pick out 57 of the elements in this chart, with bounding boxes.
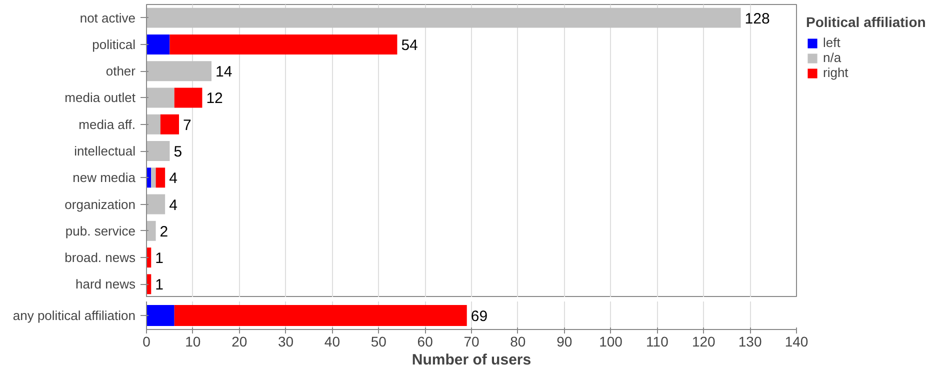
y-tick-label: intellectual (74, 144, 136, 158)
legend-label: left (823, 35, 842, 50)
x-axis-title: Number of users (412, 352, 532, 368)
y-tick-label: media aff. (78, 116, 136, 132)
y-tick-label: pub. service (65, 223, 136, 238)
x-tick-label: 10 (185, 334, 201, 350)
bar (146, 194, 166, 214)
x-tick-label: 140 (784, 334, 808, 350)
x-tick-label: 40 (324, 334, 340, 350)
x-tick-label: 110 (646, 334, 669, 350)
bar (151, 168, 156, 188)
total-label: 1 (155, 250, 164, 268)
bar (146, 8, 741, 28)
y-tick-label: media outlet (64, 90, 136, 106)
total-label: 69 (470, 308, 488, 325)
bar (146, 141, 170, 161)
x-tick-label: 120 (692, 334, 716, 350)
y-tick-label: broad. news (64, 250, 136, 266)
bar (146, 34, 170, 54)
x-tick-label: 130 (738, 334, 762, 350)
total-label: 54 (401, 36, 418, 54)
y-tick-label: hard news (76, 276, 136, 292)
total-label: 2 (160, 223, 168, 240)
x-tick-label: 100 (599, 334, 623, 350)
total-label: 12 (206, 90, 223, 108)
x-tick-label: 70 (464, 334, 480, 350)
total-label: 4 (169, 170, 178, 188)
y-tick-label: new media (72, 170, 136, 186)
x-tick-label: 20 (232, 334, 248, 350)
bar (174, 88, 202, 108)
legend-label: right (823, 65, 848, 80)
y-tick-label: political (92, 36, 136, 52)
total-label: 5 (174, 144, 182, 160)
total-label: 7 (183, 116, 192, 134)
legend-title: Political affiliation (806, 14, 926, 30)
legend-label: n/a (823, 50, 842, 65)
x-tick-label: 60 (417, 334, 434, 350)
y-tick-label: not active (80, 10, 136, 26)
total-label: 1 (155, 276, 164, 294)
bar (170, 34, 398, 54)
bar (156, 168, 166, 188)
x-tick-label: 80 (510, 334, 526, 350)
total-label: 14 (216, 64, 232, 81)
x-tick-label: 90 (556, 334, 572, 350)
bar (160, 114, 179, 134)
bar (146, 220, 156, 241)
total-label: 128 (744, 10, 770, 28)
total-label: 4 (169, 196, 178, 214)
bar (146, 88, 174, 108)
y-tick-label: other (106, 64, 136, 79)
y-tick-label: any political affiliation (12, 308, 136, 323)
x-tick-label: 50 (370, 334, 387, 350)
y-tick-label: organization (64, 196, 136, 212)
x-tick-label: 0 (142, 334, 151, 350)
bar (146, 114, 160, 134)
bar (146, 61, 212, 82)
x-tick-label: 30 (278, 334, 294, 350)
